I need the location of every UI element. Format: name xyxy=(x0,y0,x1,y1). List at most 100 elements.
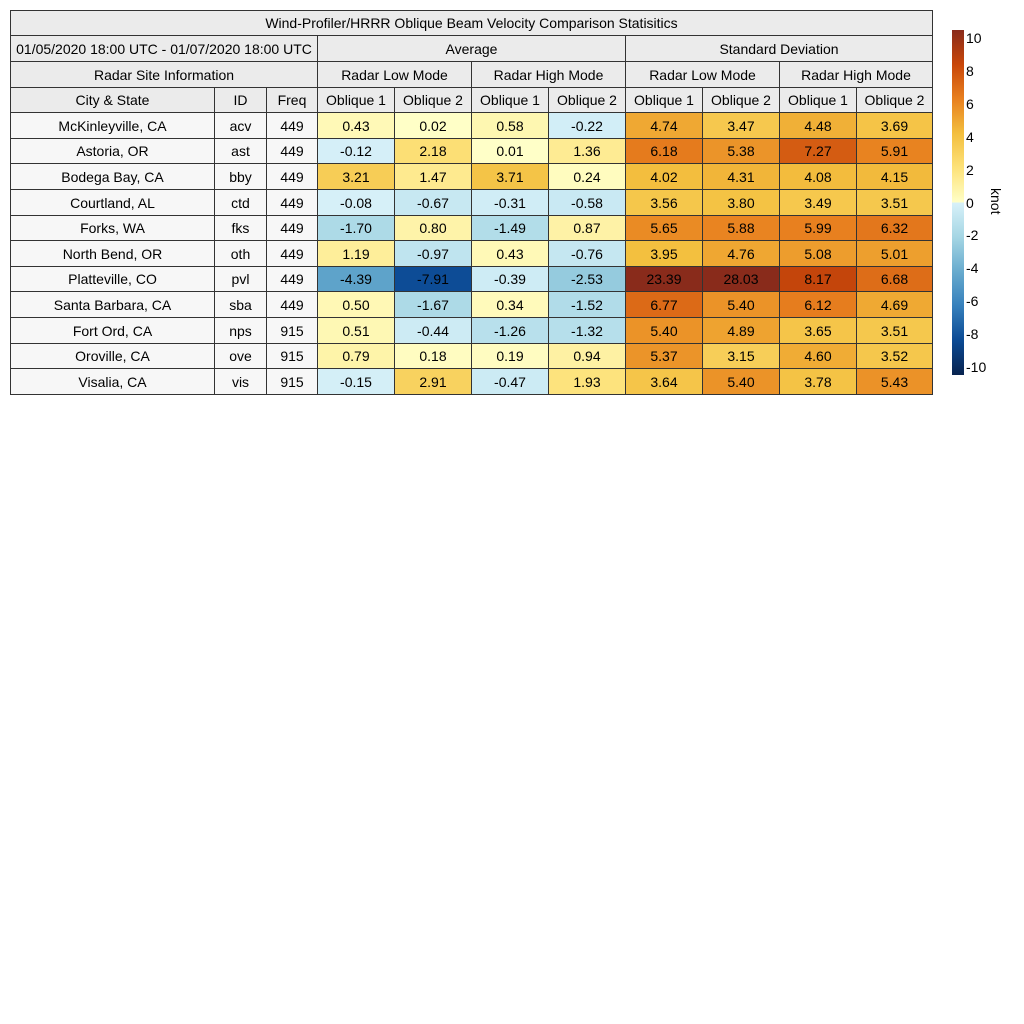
id-cell: ast xyxy=(214,138,267,164)
heatmap-cell: 0.43 xyxy=(471,240,549,267)
heatmap-cell: 0.43 xyxy=(317,112,395,139)
colorbar-gradient xyxy=(952,30,964,375)
heatmap-cell: 7.27 xyxy=(779,138,857,164)
heatmap-cell: 28.03 xyxy=(702,266,780,292)
heatmap-cell: 5.08 xyxy=(779,240,857,267)
heatmap-cell: 4.76 xyxy=(702,240,780,267)
heatmap-cell: 0.02 xyxy=(394,112,472,139)
heatmap-cell: 3.64 xyxy=(625,368,703,395)
column-header: Oblique 1 xyxy=(317,87,395,113)
freq-cell: 915 xyxy=(266,317,318,344)
mode-header: Radar Low Mode xyxy=(625,61,780,88)
heatmap-cell: 4.89 xyxy=(702,317,780,344)
heatmap-cell: 3.95 xyxy=(625,240,703,267)
freq-cell: 449 xyxy=(266,163,318,190)
heatmap-cell: -2.53 xyxy=(548,266,626,292)
heatmap-cell: -1.52 xyxy=(548,291,626,318)
heatmap-cell: -0.67 xyxy=(394,189,472,216)
colorbar-tick-label: -8 xyxy=(966,326,979,343)
column-header: Oblique 2 xyxy=(856,87,933,113)
id-cell: ctd xyxy=(214,189,267,216)
column-header: Oblique 1 xyxy=(625,87,703,113)
heatmap-cell: 5.40 xyxy=(625,317,703,344)
group-site-info: Radar Site Information xyxy=(10,61,318,88)
id-cell: vis xyxy=(214,368,267,395)
column-header: Freq xyxy=(266,87,318,113)
city-cell: Fort Ord, CA xyxy=(10,317,215,344)
colorbar-tick-label: -6 xyxy=(966,293,979,310)
city-cell: North Bend, OR xyxy=(10,240,215,267)
heatmap-cell: -0.76 xyxy=(548,240,626,267)
id-cell: bby xyxy=(214,163,267,190)
heatmap-cell: 1.47 xyxy=(394,163,472,190)
id-cell: pvl xyxy=(214,266,267,292)
freq-cell: 449 xyxy=(266,112,318,139)
heatmap-cell: 3.15 xyxy=(702,343,780,369)
heatmap-cell: 0.58 xyxy=(471,112,549,139)
heatmap-cell: 3.78 xyxy=(779,368,857,395)
city-cell: Astoria, OR xyxy=(10,138,215,164)
heatmap-cell: 3.51 xyxy=(856,317,933,344)
colorbar-tick-label: -2 xyxy=(966,227,979,244)
column-header: Oblique 1 xyxy=(779,87,857,113)
heatmap-cell: -0.31 xyxy=(471,189,549,216)
heatmap-cell: 3.71 xyxy=(471,163,549,190)
column-header: Oblique 2 xyxy=(702,87,780,113)
column-header: Oblique 2 xyxy=(548,87,626,113)
city-cell: Bodega Bay, CA xyxy=(10,163,215,190)
id-cell: fks xyxy=(214,215,267,241)
mode-header: Radar Low Mode xyxy=(317,61,472,88)
heatmap-cell: -1.70 xyxy=(317,215,395,241)
heatmap-cell: 5.37 xyxy=(625,343,703,369)
city-cell: Oroville, CA xyxy=(10,343,215,369)
city-cell: Forks, WA xyxy=(10,215,215,241)
heatmap-cell: 5.40 xyxy=(702,368,780,395)
heatmap-cell: 5.99 xyxy=(779,215,857,241)
heatmap-cell: -0.47 xyxy=(471,368,549,395)
heatmap-cell: 5.40 xyxy=(702,291,780,318)
mode-header: Radar High Mode xyxy=(779,61,933,88)
heatmap-cell: -0.39 xyxy=(471,266,549,292)
heatmap-cell: 1.19 xyxy=(317,240,395,267)
period-label: 01/05/2020 18:00 UTC - 01/07/2020 18:00 … xyxy=(10,35,318,62)
colorbar-tick-label: 8 xyxy=(966,62,974,79)
heatmap-cell: 2.18 xyxy=(394,138,472,164)
colorbar-tick-label: 2 xyxy=(966,161,974,178)
heatmap-cell: 0.50 xyxy=(317,291,395,318)
colorbar-tick-label: 4 xyxy=(966,128,974,145)
city-cell: Courtland, AL xyxy=(10,189,215,216)
heatmap-cell: 4.02 xyxy=(625,163,703,190)
colorbar-tick-label: 0 xyxy=(966,194,974,211)
mode-header: Radar High Mode xyxy=(471,61,626,88)
heatmap-cell: -1.49 xyxy=(471,215,549,241)
colorbar-tick-label: -4 xyxy=(966,260,979,277)
city-cell: McKinleyville, CA xyxy=(10,112,215,139)
colorbar-tick-label: -10 xyxy=(966,359,987,375)
city-cell: Visalia, CA xyxy=(10,368,215,395)
freq-cell: 449 xyxy=(266,138,318,164)
heatmap-cell: 5.38 xyxy=(702,138,780,164)
city-cell: Platteville, CO xyxy=(10,266,215,292)
heatmap-cell: 5.43 xyxy=(856,368,933,395)
heatmap-cell: 5.65 xyxy=(625,215,703,241)
freq-cell: 449 xyxy=(266,266,318,292)
colorbar xyxy=(952,30,964,375)
heatmap-cell: 6.32 xyxy=(856,215,933,241)
freq-cell: 449 xyxy=(266,240,318,267)
heatmap-cell: -1.26 xyxy=(471,317,549,344)
heatmap-cell: 6.18 xyxy=(625,138,703,164)
group-average: Average xyxy=(317,35,626,62)
table-title: Wind-Profiler/HRRR Oblique Beam Velocity… xyxy=(10,10,933,36)
heatmap-cell: 0.51 xyxy=(317,317,395,344)
id-cell: oth xyxy=(214,240,267,267)
heatmap-cell: 3.49 xyxy=(779,189,857,216)
heatmap-cell: 1.93 xyxy=(548,368,626,395)
heatmap-cell: 23.39 xyxy=(625,266,703,292)
freq-cell: 915 xyxy=(266,368,318,395)
heatmap-cell: 1.36 xyxy=(548,138,626,164)
colorbar-tick-label: 10 xyxy=(966,30,982,46)
heatmap-cell: 8.17 xyxy=(779,266,857,292)
city-cell: Santa Barbara, CA xyxy=(10,291,215,318)
heatmap-cell: -0.97 xyxy=(394,240,472,267)
column-header: City & State xyxy=(10,87,215,113)
